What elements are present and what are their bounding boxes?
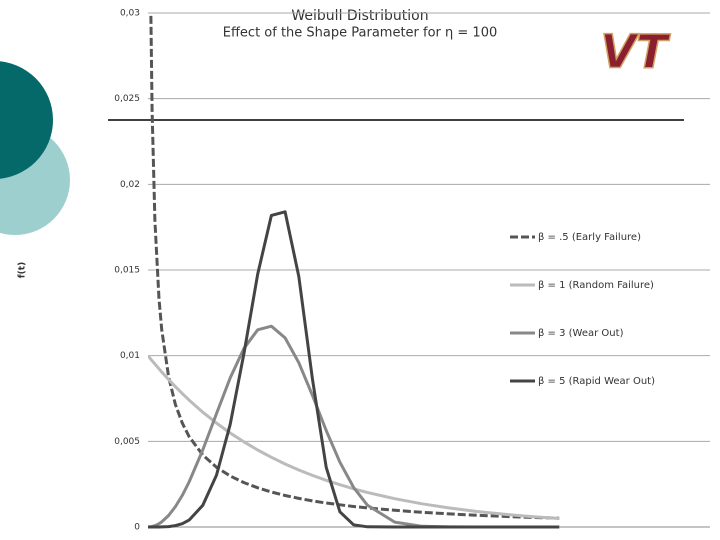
logo: VT <box>601 25 672 79</box>
series-line <box>148 354 560 520</box>
legend-label: β = 1 (Random Failure) <box>538 280 654 291</box>
legend-label: β = 3 (Wear Out) <box>538 328 624 339</box>
y-tick-label: 0,015 <box>114 266 140 276</box>
series-line <box>148 324 560 529</box>
y-tick-label: 0,01 <box>120 351 140 361</box>
chart-subtitle: Effect of the Shape Parameter for η = 10… <box>223 26 498 41</box>
chart-title: Weibull Distribution <box>291 8 428 24</box>
legend-label: β = 5 (Rapid Wear Out) <box>538 376 655 387</box>
y-tick-label: 0,005 <box>114 437 140 447</box>
y-tick-label: 0 <box>134 523 140 533</box>
series-line <box>148 210 560 529</box>
y-tick-label: 0,03 <box>120 9 140 19</box>
decor-circle-dark <box>0 61 53 179</box>
plot-area <box>148 13 560 529</box>
legend-label: β = .5 (Early Failure) <box>538 232 641 243</box>
y-tick-label: 0,02 <box>120 180 140 190</box>
series-line <box>149 13 560 520</box>
y-axis-label: f(t) <box>18 262 28 278</box>
y-tick-label: 0,025 <box>114 94 140 104</box>
